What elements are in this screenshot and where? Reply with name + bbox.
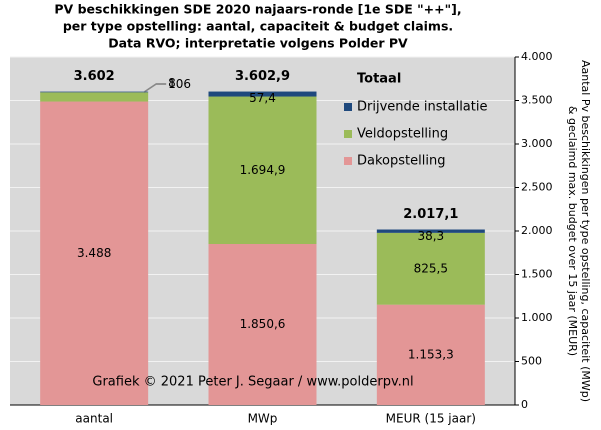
y-tick-label: 1.500 — [521, 268, 553, 281]
value-label: 38,3 — [417, 229, 444, 243]
value-label: 825,5 — [414, 261, 448, 275]
y-tick-label: 2.000 — [521, 224, 553, 237]
total-label: 3.602,9 — [235, 69, 290, 84]
legend-title: Totaal — [357, 72, 401, 87]
y-tick-label: 1.000 — [521, 311, 553, 324]
bar-segment — [40, 92, 149, 102]
chart-title: PV beschikkingen SDE 2020 najaars-ronde … — [54, 2, 461, 17]
y-tick-label: 2.500 — [521, 181, 553, 194]
y-tick-label: 3.000 — [521, 137, 553, 150]
leader-line — [143, 83, 167, 93]
leader-line — [143, 83, 167, 93]
bar-segment — [40, 101, 149, 405]
value-label: 1.850,6 — [240, 317, 286, 331]
legend-swatch — [344, 103, 352, 111]
x-tick-label: MWp — [248, 412, 278, 426]
x-tick-label: aantal — [75, 412, 113, 426]
value-label: 106 — [168, 77, 191, 91]
y-tick-label: 500 — [521, 355, 542, 368]
total-label: 3.602 — [74, 69, 115, 84]
annotation: Grafiek © 2021 Peter J. Segaar / www.pol… — [92, 375, 413, 390]
x-tick-label: MEUR (15 jaar) — [386, 412, 476, 426]
bar-segment — [376, 232, 485, 305]
total-label: 2.017,1 — [403, 207, 458, 222]
legend-swatch — [344, 130, 352, 138]
legend-label: Dakopstelling — [357, 154, 445, 169]
legend-swatch — [344, 157, 352, 165]
bar-segment — [208, 91, 317, 97]
bar-segment — [40, 91, 149, 93]
bar-segment — [376, 304, 485, 405]
y-tick-label: 3.500 — [521, 94, 553, 107]
value-label: 1.694,9 — [240, 163, 286, 177]
value-label: 57,4 — [249, 91, 276, 105]
legend-label: Drijvende installatie — [357, 100, 487, 115]
chart-title: Data RVO; interpretatie volgens Polder P… — [108, 36, 408, 51]
y-tick-label: 0 — [521, 398, 528, 411]
value-label: 1.153,3 — [408, 347, 454, 361]
chart-title: per type opstelling: aantal, capaciteit … — [63, 19, 453, 34]
legend-label: Veldopstelling — [357, 127, 448, 142]
bar-segment — [208, 96, 317, 244]
y-tick-label: 4.000 — [521, 50, 553, 63]
y2-axis-label: Aantal Pv beschikkingen per type opstell… — [579, 60, 592, 402]
value-label: 8 — [168, 76, 176, 90]
y2-axis-label: & geclaimd max. budget over 15 jaar (MEU… — [566, 106, 579, 356]
bar-segment — [208, 243, 317, 405]
value-label: 3.488 — [77, 246, 111, 260]
bar-segment — [376, 229, 485, 233]
